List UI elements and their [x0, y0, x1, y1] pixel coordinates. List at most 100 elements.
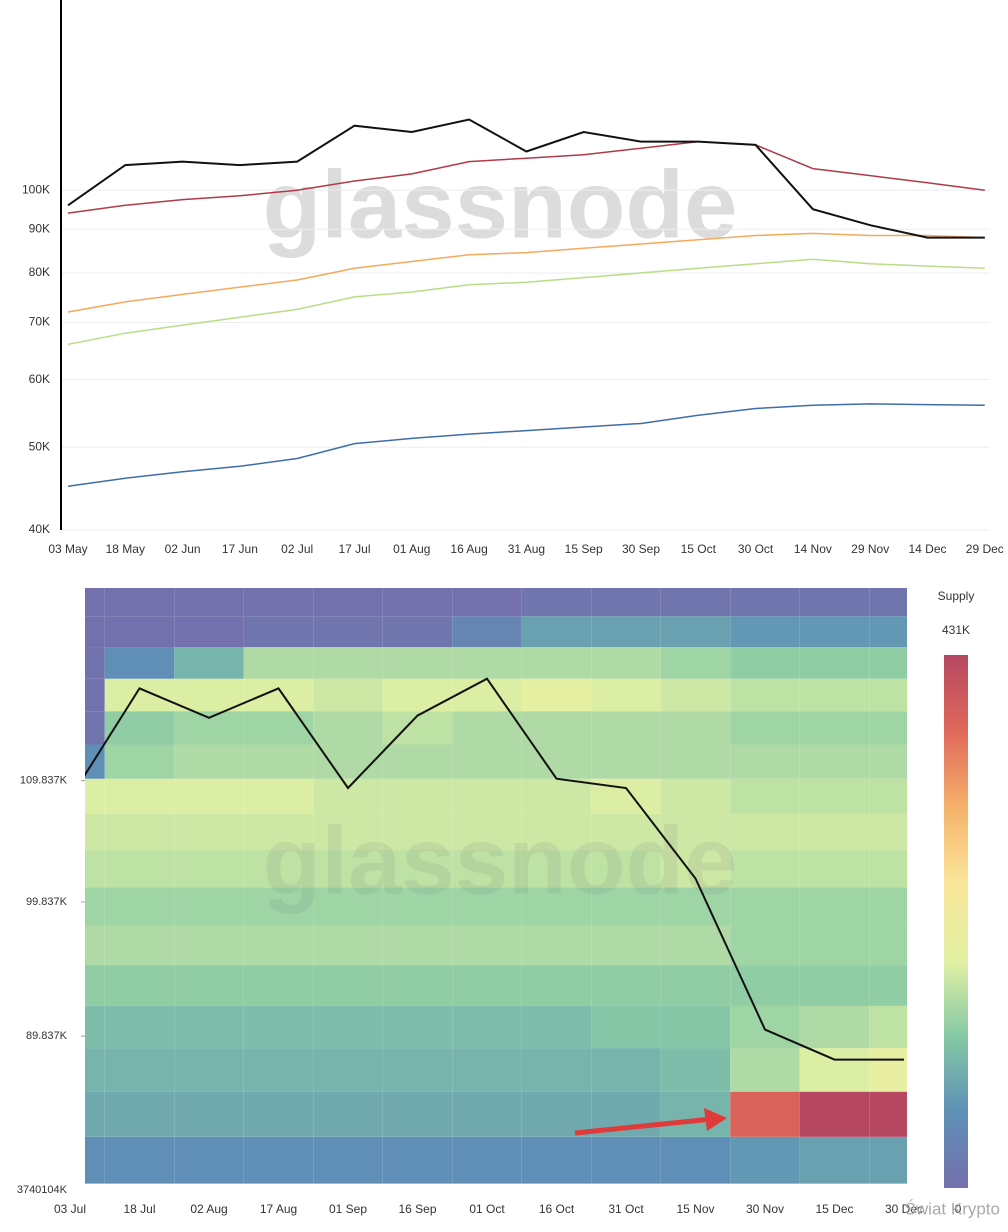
heatmap-cell [869, 925, 907, 966]
heatmap-cell [452, 647, 522, 679]
heatmap-cell [174, 925, 244, 966]
x-tick-label: 15 Dec [815, 1202, 853, 1216]
heatmap-cell [174, 711, 244, 745]
heatmap-cell [591, 925, 661, 966]
x-tick-label: 02 Jul [281, 542, 313, 556]
heatmap-cell [313, 678, 383, 712]
heatmap-cell [452, 588, 522, 617]
heatmap-cell [382, 887, 453, 926]
heatmap-cell [243, 1091, 314, 1137]
heatmap-cell [730, 813, 800, 851]
heatmap-cell [243, 588, 314, 617]
heatmap-cell [104, 965, 175, 1006]
y-bottom-label: 3740104K [17, 1184, 68, 1196]
heatmap-cell [313, 711, 383, 745]
heatmap-cell [382, 616, 453, 648]
heatmap-cell [85, 588, 105, 617]
heatmap-cell [174, 1048, 244, 1092]
heatmap-cell [869, 778, 907, 814]
bottom-chart: 89.837K 99.837K 109.837K 3740104K 03 Jul 18 J… [17, 588, 974, 1216]
heatmap-cell [730, 1091, 800, 1137]
x-tick-label: 30 Sep [622, 542, 660, 556]
heatmap-cell [313, 744, 383, 779]
heatmap-cell [452, 1091, 522, 1137]
heatmap-cell [313, 965, 383, 1006]
heatmap-cell [521, 616, 592, 648]
x-tick-label: 16 Oct [539, 1202, 575, 1216]
heatmap-cell [660, 711, 731, 745]
heatmap-cell [85, 925, 105, 966]
heatmap-cell [869, 1091, 907, 1137]
heatmap-cell [869, 813, 907, 851]
heatmap-cell [243, 965, 314, 1006]
heatmap-cell [521, 925, 592, 966]
heatmap-cell [660, 616, 731, 648]
heatmap-cell [799, 1091, 870, 1137]
x-tick-label: 01 Oct [469, 1202, 505, 1216]
x-tick-label: 17 Jul [338, 542, 370, 556]
heatmap-cell [382, 1005, 453, 1049]
heatmap-cell [313, 850, 383, 888]
heatmap-cell [243, 925, 314, 966]
heatmap-cell [591, 813, 661, 851]
heatmap-cell [799, 616, 870, 648]
heatmap-cell [521, 850, 592, 888]
heatmap-cell [799, 778, 870, 814]
series-line [67, 118, 985, 239]
heatmap-cell [452, 1136, 522, 1184]
heatmap-cell [85, 647, 105, 679]
heatmap-cell [869, 711, 907, 745]
series-line [67, 140, 985, 214]
heatmap-cell [174, 744, 244, 779]
heatmap-cell [660, 887, 731, 926]
heatmap-cell [660, 1048, 731, 1092]
heatmap-cell [85, 711, 105, 745]
heatmap-cell [730, 778, 800, 814]
heatmap-cell [104, 647, 175, 679]
heatmap-cell [730, 1136, 800, 1184]
heatmap-cell [174, 965, 244, 1006]
y-tick-label: 100K [22, 182, 50, 196]
heatmap-cell [660, 813, 731, 851]
x-tick-label: 15 Sep [565, 542, 603, 556]
y-tick-label: 89.837K [26, 1030, 68, 1042]
x-tick-label: 02 Jun [165, 542, 201, 556]
heatmap-cell [174, 1091, 244, 1137]
heatmap-cell [104, 1136, 175, 1184]
heatmap-cell [521, 778, 592, 814]
heatmap-cell [313, 616, 383, 648]
heatmap-cell [382, 965, 453, 1006]
y-tick-label: 90K [29, 221, 50, 235]
heatmap-cell [85, 813, 105, 851]
heatmap-cell [799, 678, 870, 712]
heatmap-cell [174, 588, 244, 617]
heatmap-cell [85, 1005, 105, 1049]
heatmap-cell [452, 711, 522, 745]
heatmap-cell [313, 813, 383, 851]
colorbar-max: 431K [942, 623, 970, 637]
x-tick-label: 31 Aug [508, 542, 545, 556]
y-tick-label: 60K [29, 372, 50, 386]
y-tick-label: 50K [29, 439, 50, 453]
heatmap-cell [452, 778, 522, 814]
y-tick-label: 80K [29, 265, 50, 279]
y-tick-label: 40K [29, 522, 50, 536]
heatmap-cell [591, 647, 661, 679]
heatmap-cell [591, 1005, 661, 1049]
heatmap-cell [660, 850, 731, 888]
annotation-arrow [574, 1116, 713, 1136]
heatmap-cell [243, 647, 314, 679]
heatmap-cell [452, 744, 522, 779]
heatmap-cell [591, 616, 661, 648]
heatmap-cell [174, 778, 244, 814]
x-tick-label: 17 Jun [222, 542, 258, 556]
heatmap-cell [452, 678, 522, 712]
heatmap-cell [85, 887, 105, 926]
heatmap-cell [660, 778, 731, 814]
heatmap-cell [799, 887, 870, 926]
heatmap-cell [591, 1136, 661, 1184]
heatmap-cell [730, 850, 800, 888]
heatmap-cell [85, 850, 105, 888]
heatmap-cell [243, 711, 314, 745]
